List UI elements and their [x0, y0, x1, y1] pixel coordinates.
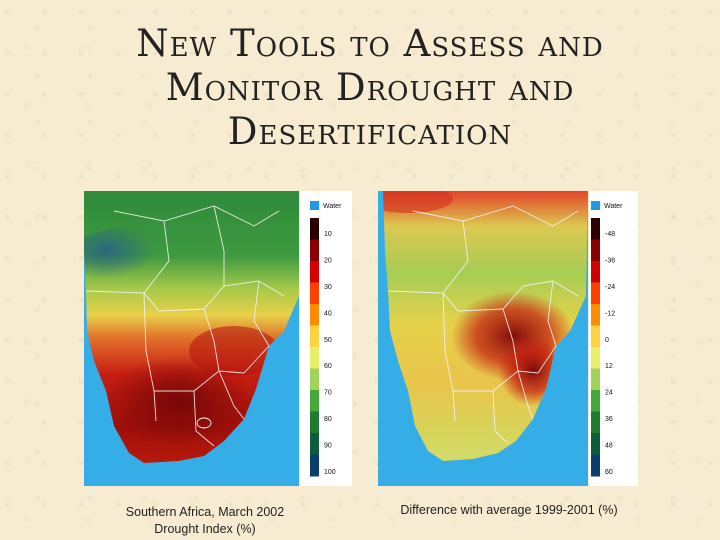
drought-legend-color-band [310, 218, 319, 240]
drought-legend-color-band [310, 390, 319, 412]
difference-legend-color-band [591, 304, 600, 326]
difference-legend-color-band [591, 347, 600, 369]
title-line-3: Desertification [227, 110, 513, 153]
difference-legend-color-band [591, 433, 600, 455]
difference-legend-tick-label: 12 [605, 363, 613, 370]
water-swatch [591, 201, 600, 210]
drought-legend-color-band [310, 304, 319, 326]
drought-legend-color-band [310, 261, 319, 283]
difference-legend-tick-label: 0 [605, 337, 609, 344]
difference-legend-color-band [591, 368, 600, 391]
difference-legend-tick-label: -36 [605, 257, 615, 264]
difference-legend-tick-label: -24 [605, 284, 615, 291]
water-legend-label: Water [604, 203, 623, 210]
difference-legend-color-band [591, 325, 600, 348]
difference-legend-tick-label: -12 [605, 310, 615, 317]
drought-legend-tick-label: 30 [324, 284, 332, 291]
difference-legend-tick-label: -48 [605, 231, 615, 238]
difference-map-image: Water -48 -36 -24 -12 0 12 24 36 48 60 [378, 191, 638, 486]
difference-legend-tick-label: 60 [605, 469, 613, 476]
slide-title: New Tools to Assess and Monitor Drought … [60, 22, 680, 154]
title-line-2: Monitor Drought and [165, 66, 575, 109]
drought-legend-color-band [310, 368, 319, 391]
drought-legend-color-band [310, 454, 319, 477]
drought-index-map-image: Water 10 20 30 40 50 60 70 80 90 100 [84, 191, 352, 486]
drought-legend-tick-label: 80 [324, 416, 332, 423]
country-borders [85, 205, 285, 447]
difference-legend-color-band [591, 454, 600, 477]
left-caption-line-1: Southern Africa, March 2002 [125, 505, 285, 519]
drought-legend-color-band [310, 411, 319, 434]
left-map-caption: Southern Africa, March 2002 Drought Inde… [105, 504, 305, 538]
drought-index-legend: Water 10 20 30 40 50 60 70 80 90 100 [300, 191, 352, 486]
title-line-1: New Tools to Assess and [136, 22, 604, 65]
difference-legend: Water -48 -36 -24 -12 0 12 24 36 48 60 [589, 191, 638, 486]
drought-index-map: Water 10 20 30 40 50 60 70 80 90 100 [84, 191, 352, 486]
drought-legend-tick-label: 90 [324, 443, 332, 450]
water-swatch [310, 201, 319, 210]
drought-legend-color-band [310, 282, 319, 305]
drought-legend-color-band [310, 325, 319, 348]
difference-legend-color-band [591, 282, 600, 305]
difference-map: Water -48 -36 -24 -12 0 12 24 36 48 60 [378, 191, 638, 486]
drought-legend-tick-label: 20 [324, 257, 332, 264]
difference-legend-tick-label: 36 [605, 416, 613, 423]
difference-legend-tick-label: 24 [605, 390, 613, 397]
left-caption-line-2: Drought Index (%) [154, 522, 256, 536]
difference-legend-color-band [591, 411, 600, 434]
difference-legend-color-band [591, 218, 600, 240]
difference-legend-color-band [591, 239, 600, 262]
country-borders [387, 205, 579, 444]
drought-legend-tick-label: 100 [324, 469, 336, 476]
drought-legend-color-band [310, 239, 319, 262]
drought-legend-tick-label: 70 [324, 390, 332, 397]
water-legend-label: Water [323, 203, 342, 210]
drought-legend-tick-label: 50 [324, 337, 332, 344]
right-map-caption: Difference with average 1999-2001 (%) [400, 503, 618, 517]
drought-legend-color-band [310, 433, 319, 455]
difference-legend-color-band [591, 390, 600, 412]
drought-legend-color-band [310, 347, 319, 369]
drought-legend-tick-label: 10 [324, 231, 332, 238]
drought-legend-tick-label: 40 [324, 310, 332, 317]
difference-legend-color-band [591, 261, 600, 283]
drought-legend-tick-label: 60 [324, 363, 332, 370]
difference-legend-tick-label: 48 [605, 443, 613, 450]
